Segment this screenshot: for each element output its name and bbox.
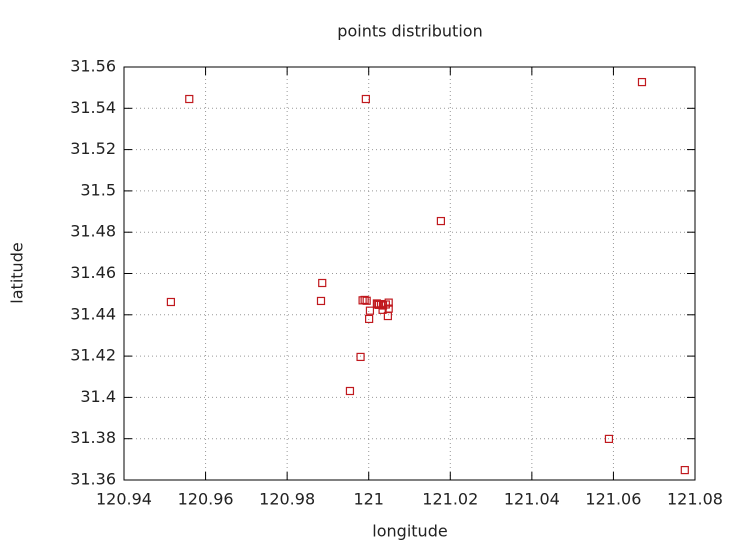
y-tick-label: 31.44	[70, 304, 116, 323]
y-tick-label: 31.5	[80, 180, 116, 199]
point	[185, 94, 194, 104]
point	[384, 298, 393, 307]
x-tick-label: 120.96	[178, 490, 234, 509]
point	[362, 296, 371, 305]
point	[383, 311, 392, 321]
point	[360, 295, 369, 305]
point	[365, 314, 374, 324]
point	[318, 278, 327, 288]
point	[604, 434, 614, 444]
y-tick-label: 31.46	[70, 263, 116, 282]
point	[637, 77, 647, 87]
y-tick-label: 31.48	[70, 222, 116, 241]
point	[372, 299, 381, 308]
y-axis-label: latitude	[8, 242, 27, 303]
x-tick-label: 121.04	[504, 490, 560, 509]
y-tick-label: 31.4	[80, 387, 116, 406]
y-tick-label: 31.54	[70, 98, 116, 117]
point	[361, 94, 370, 104]
y-tick-label: 31.38	[70, 428, 116, 447]
point	[680, 465, 689, 475]
point	[166, 297, 176, 307]
x-tick-label: 121	[353, 490, 384, 509]
x-tick-label: 120.94	[96, 490, 152, 509]
point	[316, 296, 326, 306]
point	[345, 386, 355, 396]
x-tick-label: 120.98	[259, 490, 315, 509]
point	[356, 352, 365, 362]
y-tick-label: 31.36	[70, 470, 116, 489]
x-tick-label: 121.06	[585, 490, 641, 509]
x-axis-label: longitude	[372, 522, 447, 541]
y-tick-label: 31.56	[70, 57, 116, 76]
point	[436, 216, 446, 226]
chart-title: points distribution	[337, 22, 482, 41]
point	[365, 306, 375, 315]
x-tick-label: 121.08	[667, 490, 723, 509]
y-tick-label: 31.42	[70, 346, 116, 365]
plot-frame	[123, 66, 696, 481]
x-tick-label: 121.02	[422, 490, 478, 509]
y-tick-label: 31.52	[70, 139, 116, 158]
point	[378, 301, 388, 310]
